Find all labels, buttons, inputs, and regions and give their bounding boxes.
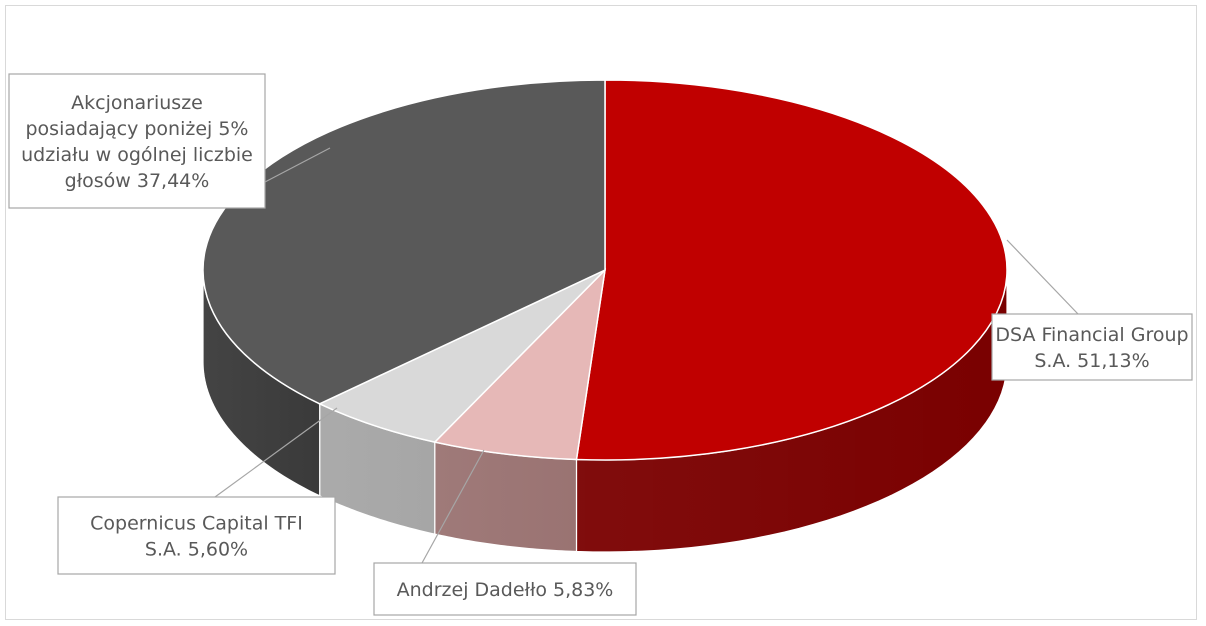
data-labels: DSA Financial Group S.A. 51,13% Andrzej Da…	[8, 73, 1193, 616]
data-label-copernicus-capital-line-1: Copernicus Capital TFI	[90, 513, 303, 535]
pie-slice-andrzej-dadello	[433, 267, 607, 461]
data-label-box-akcjonariusze-posiadajacy	[8, 73, 266, 209]
data-label-akcjonariusze-posiadajacy-line-1: Akcjonariusze	[71, 92, 203, 114]
data-label-dsa-financial-line-1: DSA Financial Group	[995, 324, 1188, 346]
data-label-copernicus-capital-line-2: S.A. 5,60%	[145, 539, 248, 561]
leader-line-akcjonariusze-posiadajacy	[264, 147, 331, 183]
data-label-akcjonariusze-posiadajacy-line-2: posiadający poniżej 5%	[26, 118, 249, 140]
data-label-akcjonariusze-posiadajacy-line-3: udziału w ogólnej liczbie	[21, 144, 253, 166]
data-label-box-andrzej-dadello	[373, 562, 637, 616]
data-label-akcjonariusze-posiadajacy-line-4: głosów 37,44%	[65, 170, 210, 192]
pie-tops	[202, 79, 1008, 461]
leader-lines	[214, 147, 1079, 564]
leader-line-copernicus-capital	[214, 407, 338, 498]
leader-line-dsa-financial	[1006, 239, 1079, 315]
pie-slice-copernicus-capital	[317, 269, 606, 443]
pie-slice-dsa-financial	[575, 79, 1008, 461]
leader-line-andrzej-dadello	[421, 449, 485, 564]
data-label-dsa-financial-line-2: S.A. 51,13%	[1034, 350, 1149, 372]
data-label-box-copernicus-capital	[57, 496, 336, 575]
data-label-andrzej-dadello-line-1: Andrzej Dadełło 5,83%	[397, 579, 614, 601]
data-label-box-dsa-financial	[991, 313, 1193, 381]
